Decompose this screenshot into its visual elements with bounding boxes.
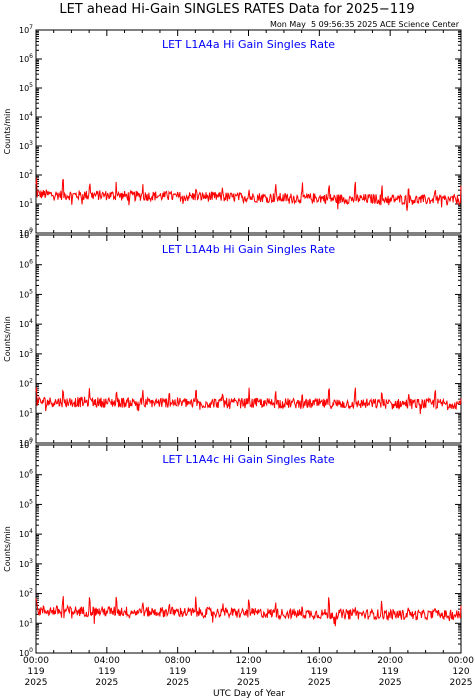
- y-tick-label: 102: [19, 588, 33, 599]
- chart-panel-3: 100 101 102 103 104 105 106 107 Counts/min LET L1…: [3, 439, 462, 658]
- x-tick-labels: 00:00119202504:00119202508:00119202512:0…: [23, 656, 474, 688]
- x-tick-label-doy: 119: [169, 667, 186, 677]
- figure-title: LET ahead Hi-Gain SINGLES RATES Data for…: [59, 2, 414, 17]
- panel-frame: [35, 234, 462, 444]
- y-tick-label: 102: [19, 169, 33, 180]
- x-tick-label-year: 2025: [25, 678, 48, 688]
- x-tick-label-doy: 119: [382, 667, 399, 677]
- timestamp-label: Mon May 5 09:56:35 2025 ACE Science Cent…: [270, 20, 460, 29]
- y-tick-label: 100: [19, 647, 33, 658]
- panel-frame: [35, 29, 462, 234]
- x-tick-label-time: 20:00: [377, 656, 403, 666]
- y-axis-label: Counts/min: [3, 109, 12, 155]
- y-tick-label: 103: [19, 558, 33, 569]
- y-tick-label: 103: [19, 140, 33, 151]
- y-tick-label: 104: [19, 318, 33, 329]
- panel-title: LET L1A4a Hi Gain Singles Rate: [162, 38, 335, 51]
- data-series-line: [35, 387, 462, 415]
- y-tick-label: 106: [19, 469, 33, 480]
- y-tick-label: 106: [19, 53, 33, 64]
- x-tick-label-time: 00:00: [23, 656, 49, 666]
- x-tick-label-time: 12:00: [236, 656, 262, 666]
- x-tick-label-time: 08:00: [165, 656, 191, 666]
- x-tick-label-year: 2025: [166, 678, 189, 688]
- y-tick-label: 101: [19, 407, 33, 418]
- y-axis-label: Counts/min: [3, 316, 12, 362]
- chart-panel-1: 100 101 102 103 104 105 106 107 Counts/min LET L1…: [3, 24, 462, 238]
- y-tick-label: 105: [19, 82, 33, 93]
- chart-panel-2: 100 101 102 103 104 105 106 107 Counts/min LET L1…: [3, 229, 462, 448]
- y-tick-label: 107: [19, 439, 33, 450]
- data-series-line: [35, 177, 462, 211]
- x-axis-label: UTC Day of Year: [213, 689, 285, 699]
- panel-title: LET L1A4b Hi Gain Singles Rate: [162, 243, 336, 256]
- panel-title: LET L1A4c Hi Gain Singles Rate: [162, 453, 335, 466]
- x-tick-label-year: 2025: [379, 678, 402, 688]
- x-tick-label-year: 2025: [237, 678, 260, 688]
- y-tick-label: 101: [19, 198, 33, 209]
- y-tick-label: 104: [19, 528, 33, 539]
- x-tick-label-time: 04:00: [94, 656, 120, 666]
- data-series-line: [35, 596, 462, 627]
- x-tick-label-year: 2025: [308, 678, 331, 688]
- y-tick-label: 107: [19, 24, 33, 35]
- y-tick-label: 107: [19, 229, 33, 240]
- y-tick-label: 101: [19, 617, 33, 628]
- panels-group: 100 101 102 103 104 105 106 107 Counts/min LET L1…: [3, 24, 462, 658]
- y-tick-label: 102: [19, 378, 33, 389]
- x-tick-label-time: 00:00: [448, 656, 474, 666]
- x-tick-label-doy: 119: [240, 667, 257, 677]
- x-tick-label-doy: 120: [452, 667, 469, 677]
- x-tick-label-doy: 119: [311, 667, 328, 677]
- y-tick-label: 100: [19, 437, 33, 448]
- panel-frame: [35, 444, 462, 654]
- y-axis-label: Counts/min: [3, 526, 12, 572]
- x-tick-label-year: 2025: [450, 678, 473, 688]
- x-tick-label-doy: 119: [27, 667, 44, 677]
- y-tick-label: 100: [19, 227, 33, 238]
- y-tick-label: 103: [19, 348, 33, 359]
- y-tick-label: 105: [19, 498, 33, 509]
- y-tick-label: 104: [19, 111, 33, 122]
- y-tick-label: 105: [19, 288, 33, 299]
- y-tick-label: 106: [19, 259, 33, 270]
- x-tick-label-doy: 119: [98, 667, 115, 677]
- x-tick-label-year: 2025: [95, 678, 118, 688]
- x-tick-label-time: 16:00: [306, 656, 332, 666]
